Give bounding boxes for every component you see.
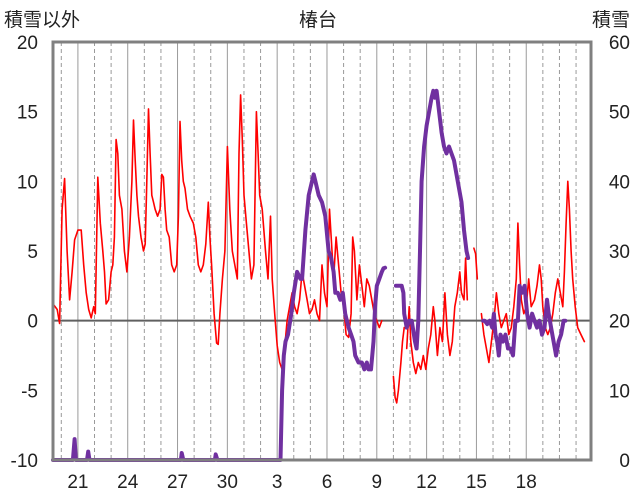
temperature-line [473, 247, 479, 280]
temperature-line [480, 180, 586, 364]
x-tick: 12 [416, 472, 437, 493]
temperature-line [52, 94, 383, 371]
y-left-tick: -5 [21, 381, 38, 402]
snow-depth-line [393, 88, 471, 351]
x-tick: 18 [516, 472, 537, 493]
x-tick: 24 [117, 472, 139, 493]
temperature-line [392, 326, 406, 404]
chart-title: 椿台 [299, 9, 337, 31]
vertical-gridlines [60, 42, 577, 460]
y-right-tick: 0 [619, 451, 630, 472]
x-tick: 21 [67, 472, 88, 493]
y-left-tick: 0 [27, 312, 38, 333]
y-left-tick: -10 [11, 451, 38, 472]
y-right-tick: 30 [609, 242, 630, 263]
y-right-tick: 10 [609, 381, 630, 402]
y-right-tick: 20 [609, 312, 630, 333]
x-tick-labels: 21 24 27 30 3 6 9 12 15 18 [67, 472, 536, 493]
y-left-tick: 20 [17, 33, 38, 54]
x-tick: 9 [372, 472, 383, 493]
x-tick: 15 [466, 472, 487, 493]
x-tick: 3 [272, 472, 283, 493]
y-left-axis-label: 積雪以外 [4, 9, 80, 31]
y-left-tick-labels: -10 -5 0 5 10 15 20 [11, 33, 38, 472]
y-right-tick-labels: 0 10 20 30 40 50 60 [609, 33, 630, 472]
x-tick: 6 [322, 472, 333, 493]
snow-depth-line [481, 283, 568, 358]
y-left-tick: 5 [27, 242, 38, 263]
y-right-tick: 60 [609, 33, 630, 54]
plot-frame [51, 40, 593, 462]
y-right-tick: 50 [609, 103, 630, 124]
y-right-tick: 40 [609, 172, 630, 193]
x-tick: 27 [167, 472, 188, 493]
y-left-tick: 10 [17, 172, 38, 193]
y-left-tick: 15 [17, 103, 38, 124]
data-series [51, 88, 586, 462]
x-tick: 30 [217, 472, 238, 493]
y-right-axis-label: 積雪 [592, 9, 630, 31]
snow-depth-line [51, 172, 388, 462]
temperature-line [405, 257, 469, 375]
